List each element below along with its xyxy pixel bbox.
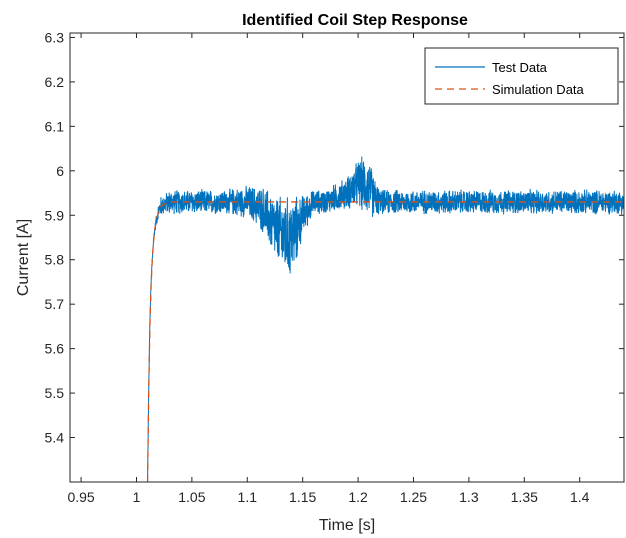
- y-tick-label: 5.4: [45, 430, 65, 446]
- chart-title: Identified Coil Step Response: [242, 12, 468, 29]
- x-tick-label: 1.3: [459, 489, 479, 505]
- x-tick-label: 1.05: [178, 489, 205, 505]
- y-axis-label: Current [A]: [15, 219, 32, 296]
- y-tick-label: 5.8: [45, 252, 65, 268]
- legend: Test Data Simulation Data: [424, 47, 619, 105]
- y-tick-label: 5.5: [45, 385, 65, 401]
- x-tick-label: 1.25: [400, 489, 427, 505]
- legend-entry-label: Test Data: [492, 60, 548, 75]
- x-tick-label: 1.2: [348, 489, 368, 505]
- series-simulation-data-line: [146, 201, 624, 482]
- series-test-data-line: [147, 156, 624, 482]
- x-tick-label: 1.1: [238, 489, 258, 505]
- y-tick-label: 5.7: [45, 296, 65, 312]
- legend-entry-label: Simulation Data: [492, 82, 585, 97]
- plot-area: [70, 33, 624, 482]
- y-tick-label: 6.3: [45, 29, 65, 45]
- y-tick-label: 5.9: [45, 207, 65, 223]
- y-tick-label: 6.2: [45, 74, 65, 90]
- x-tick-label: 1: [133, 489, 141, 505]
- x-tick-label: 1.15: [289, 489, 316, 505]
- plot-frame: [69, 32, 625, 483]
- x-tick-label: 1.4: [570, 489, 590, 505]
- y-tick-label: 6: [56, 163, 64, 179]
- x-tick-label: 0.95: [67, 489, 94, 505]
- y-tick-label: 5.6: [45, 341, 65, 357]
- legend-box: [424, 47, 619, 105]
- y-tick-label: 6.1: [45, 118, 65, 134]
- x-tick-label: 1.35: [511, 489, 538, 505]
- x-axis-label: Time [s]: [319, 517, 375, 534]
